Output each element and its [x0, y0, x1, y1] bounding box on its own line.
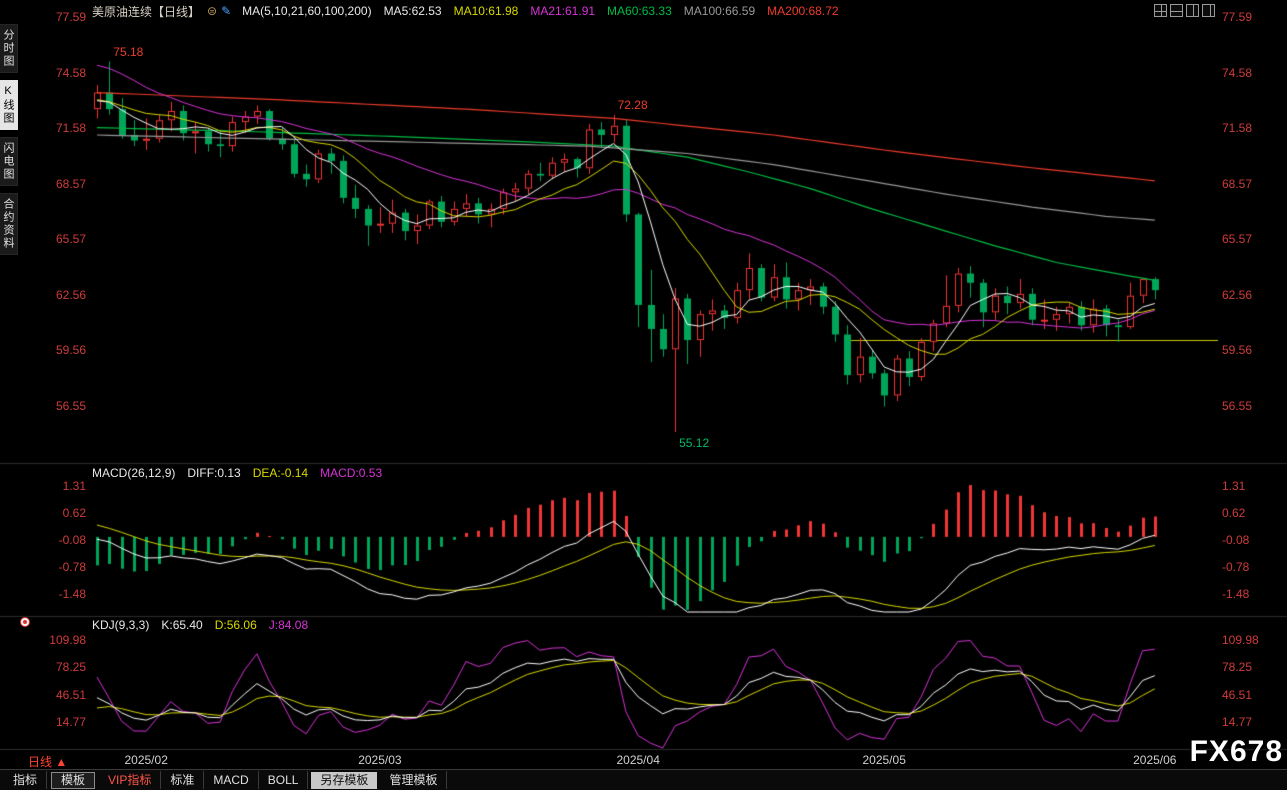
chart-type-sidebar: 分时图 K线图闪电图合约资料 [0, 24, 18, 255]
layout-switch-icons [1154, 4, 1215, 17]
list-circle-icon[interactable]: ⊜ [207, 4, 218, 18]
instrument-title: 美原油连续【日线】 [92, 4, 201, 19]
layout-hsplit-icon[interactable] [1170, 4, 1183, 17]
sidebar-tab-contract-info[interactable]: 合约资料 [0, 193, 18, 255]
header-icons: ⊜ ✎ [207, 4, 235, 18]
macd-legend-item: MACD:0.53 [320, 466, 383, 480]
sidebar-tab-kline-chart[interactable]: K线图 [0, 80, 18, 130]
chart-header: 美原油连续【日线】 ⊜ ✎ MA(5,10,21,60,100,200) MA5:6… [92, 3, 851, 19]
kdj-legend-item: D:56.06 [214, 618, 257, 632]
ma-legend-item: MA100:66.59 [683, 4, 756, 18]
edit-icon[interactable]: ✎ [221, 4, 232, 18]
toolbar-tab-vip-indicators[interactable]: VIP指标 [99, 771, 162, 789]
kdj-legend-item: K:65.40 [161, 618, 203, 632]
ma-legend: MA(5,10,21,60,100,200) MA5:62.53 MA10:61.9… [242, 4, 850, 18]
sidebar-tab-flash-chart[interactable]: 闪电图 [0, 137, 18, 186]
toolbar-tab-boll[interactable]: BOLL [259, 771, 309, 789]
kdj-legend-item: J:84.08 [268, 618, 309, 632]
ma-legend-item: MA60:63.33 [607, 4, 672, 18]
layout-vsplit-icon[interactable] [1186, 4, 1199, 17]
fx678-watermark: FX678 [1189, 735, 1283, 768]
ma-legend-item: MA5:62.53 [383, 4, 442, 18]
toolbar-tab-manage-templates[interactable]: 管理模板 [380, 771, 448, 789]
toolbar-tab-standard[interactable]: 标准 [161, 771, 205, 789]
kdj-legend: KDJ(9,3,3) K:65.40 D:56.06 J:84.08 [92, 618, 320, 632]
bottom-toolbar: 指标 模板 VIP指标 标准 MACD BOLL 另存模板 管理模板 [0, 769, 1287, 790]
period-label: 日线 [28, 755, 53, 769]
period-arrow-icon: ▲ [55, 755, 68, 769]
macd-legend: MACD(26,12,9) DIFF:0.13 DEA:-0.14 MACD:0.53 [92, 466, 394, 480]
kdj-legend-item: KDJ(9,3,3) [92, 618, 150, 632]
ma-legend-item: MA200:68.72 [767, 4, 839, 18]
ma-legend-item: MA10:61.98 [453, 4, 519, 18]
toolbar-tab-indicators[interactable]: 指标 [4, 771, 48, 789]
macd-legend-item: DIFF:0.13 [187, 466, 241, 480]
sidebar-tab-timeshare-chart[interactable]: 分时图 [0, 24, 18, 73]
indicator-alert-icon[interactable] [20, 617, 30, 627]
macd-legend-item: DEA:-0.14 [252, 466, 309, 480]
toolbar-tab-macd[interactable]: MACD [204, 771, 259, 789]
toolbar-tab-templates[interactable]: 模板 [51, 771, 96, 789]
toolbar-tab-save-template[interactable]: 另存模板 [311, 771, 378, 789]
period-selector[interactable]: 日线 ▲ [28, 753, 67, 770]
layout-right-split-icon[interactable] [1202, 4, 1215, 17]
layout-quad-icon[interactable] [1154, 4, 1167, 17]
ma-legend-item: MA21:61.91 [530, 4, 596, 18]
ma-legend-item: MA(5,10,21,60,100,200) [242, 4, 372, 18]
macd-legend-item: MACD(26,12,9) [92, 466, 176, 480]
